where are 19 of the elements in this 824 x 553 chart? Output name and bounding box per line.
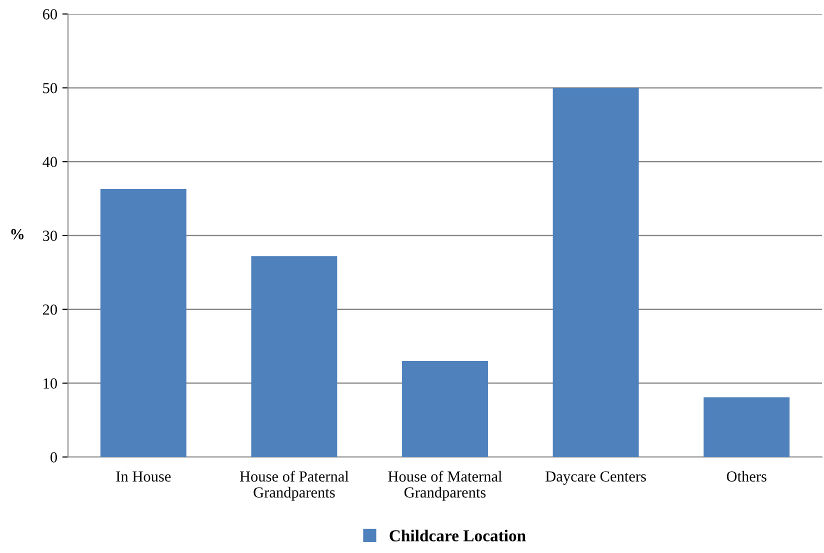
x-tick-label: In House xyxy=(116,471,171,482)
x-tick-label: Others xyxy=(726,470,766,482)
y-tick-label: 0 xyxy=(50,452,57,462)
bar xyxy=(402,361,488,457)
x-tick-label: Daycare Centers xyxy=(546,471,646,485)
bar xyxy=(552,88,639,457)
bar xyxy=(704,397,790,457)
bar xyxy=(251,256,338,457)
y-tick-label: 30 xyxy=(43,230,57,241)
bar xyxy=(100,188,186,457)
x-tick-label: House of Maternal Grandparents xyxy=(388,470,502,501)
y-tick-label: 50 xyxy=(43,82,57,94)
y-tick-label: 60 xyxy=(42,9,57,20)
legend-label: Childcare Location xyxy=(390,530,526,542)
x-tick-label: House of Paternal Grandparents xyxy=(240,470,349,501)
y-tick-label: 40 xyxy=(42,156,57,168)
y-axis-title: % xyxy=(11,229,24,240)
y-tick-label: 20 xyxy=(42,304,57,315)
y-tick-label: 10 xyxy=(44,378,57,389)
